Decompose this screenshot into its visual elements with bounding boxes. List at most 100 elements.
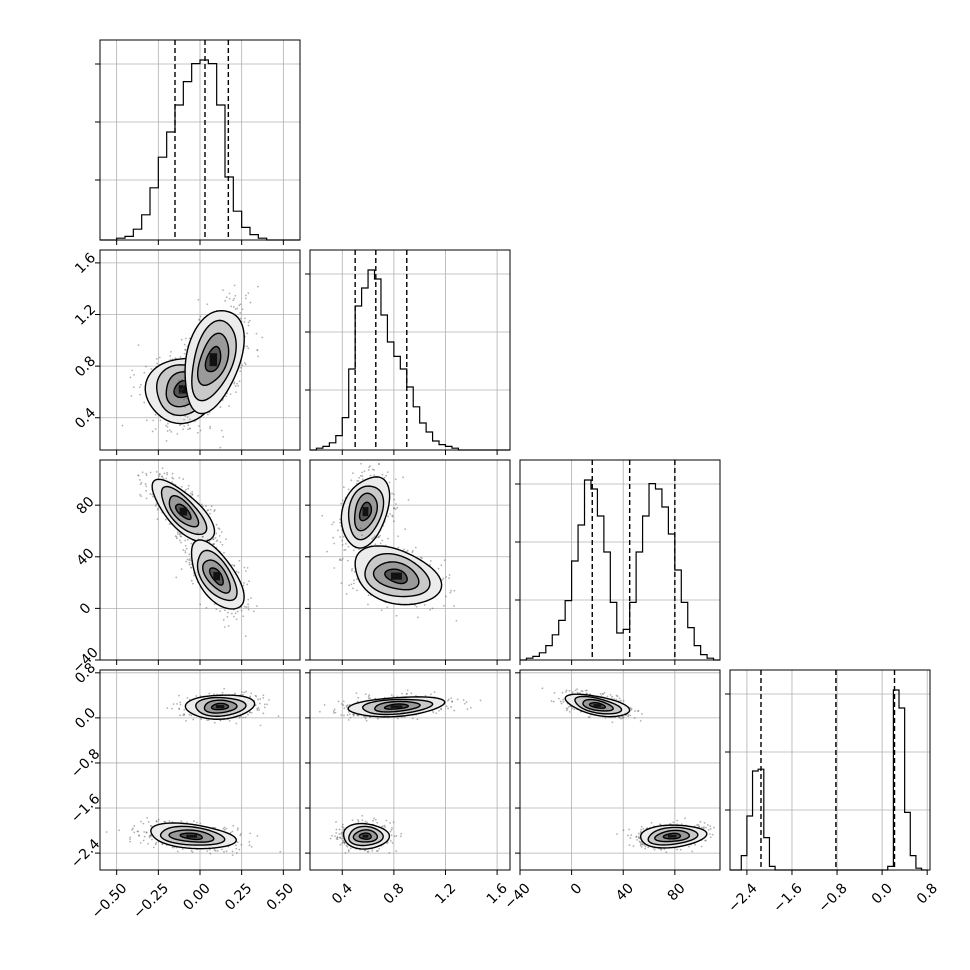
sample-point [121,424,124,427]
histogram-bin [445,446,451,450]
sample-point [242,615,245,618]
sample-point [415,605,418,608]
sample-point [187,484,190,487]
sample-point [223,551,225,554]
sample-point [232,615,235,618]
sample-point [182,478,185,480]
sample-point [220,429,223,432]
sample-point [217,527,220,530]
sample-point [262,694,265,697]
sample-point [236,382,238,385]
histogram-bin [142,215,150,240]
histogram-bin [662,507,668,660]
sample-point [208,692,211,695]
histogram-bin [342,418,348,450]
sample-point [206,413,209,416]
sample-point [149,471,152,474]
sample-point [185,488,187,491]
sample-point [226,616,229,618]
sample-point [343,549,346,552]
sample-point [158,475,160,478]
sample-point [248,319,251,322]
histogram-bin [539,653,545,660]
sample-point [183,708,186,711]
histogram-bin [362,288,368,450]
sample-point [205,505,207,508]
sample-point [161,467,164,470]
sample-point [206,538,209,541]
sample-point [183,418,185,421]
sample-point [175,537,178,540]
histogram-bin [183,82,191,240]
sample-point [232,306,235,308]
sample-point [154,413,157,416]
sample-point [247,321,250,324]
histogram-bin [623,629,629,660]
sample-point [186,697,189,699]
sample-point [367,469,370,471]
sample-point [321,514,324,517]
sample-point [247,347,250,350]
sample-point [353,570,356,573]
sample-point [154,505,157,507]
sample-point [129,376,132,379]
sample-point [145,472,148,475]
sample-point [175,576,178,579]
sample-point [407,499,410,501]
sample-point [360,462,363,465]
histogram-bin [910,856,916,870]
sample-point [139,493,141,496]
sample-point [392,507,395,510]
sample-point [178,533,181,536]
sample-point [402,476,404,479]
sample-point [166,425,169,428]
sample-point [388,481,391,484]
sample-point [184,348,187,351]
histogram-bin [200,60,208,240]
sample-point [386,471,389,474]
sample-point [181,378,184,381]
sample-point [359,527,362,529]
sample-point [185,397,188,400]
sample-point [184,349,187,351]
x-tick-label: 0.0 [869,880,896,907]
sample-point [233,565,236,568]
sample-point [222,618,225,621]
sample-point [196,532,199,535]
histogram-bin [439,445,445,450]
histogram-bin [769,866,775,870]
sample-point [213,508,216,511]
sample-point [358,548,361,551]
histogram-panel [309,249,511,451]
sample-point [206,303,209,306]
x-tick-label: −0.8 [815,880,850,915]
sample-point [239,370,242,373]
sample-point [177,391,180,394]
sample-point [341,557,344,560]
sample-point [177,379,180,382]
sample-point [141,471,144,474]
sample-point [373,469,376,471]
sample-point [194,419,197,422]
sample-point [182,549,185,551]
sample-point [342,535,345,538]
sample-point [176,433,179,435]
sample-point [235,618,238,621]
sample-point [393,493,395,496]
sample-point [235,570,238,573]
scatter-panel [309,459,511,661]
histogram-bin [394,356,400,450]
sample-point [158,356,161,359]
sample-point [440,564,443,567]
sample-point [188,713,191,716]
sample-point [209,512,211,515]
sample-point [406,549,409,552]
histogram-bin [578,525,584,660]
sample-point [239,715,242,718]
histogram-bin [381,315,387,450]
sample-point [256,349,259,351]
sample-point [166,422,169,425]
sample-point [184,544,187,547]
sample-point [151,430,154,433]
